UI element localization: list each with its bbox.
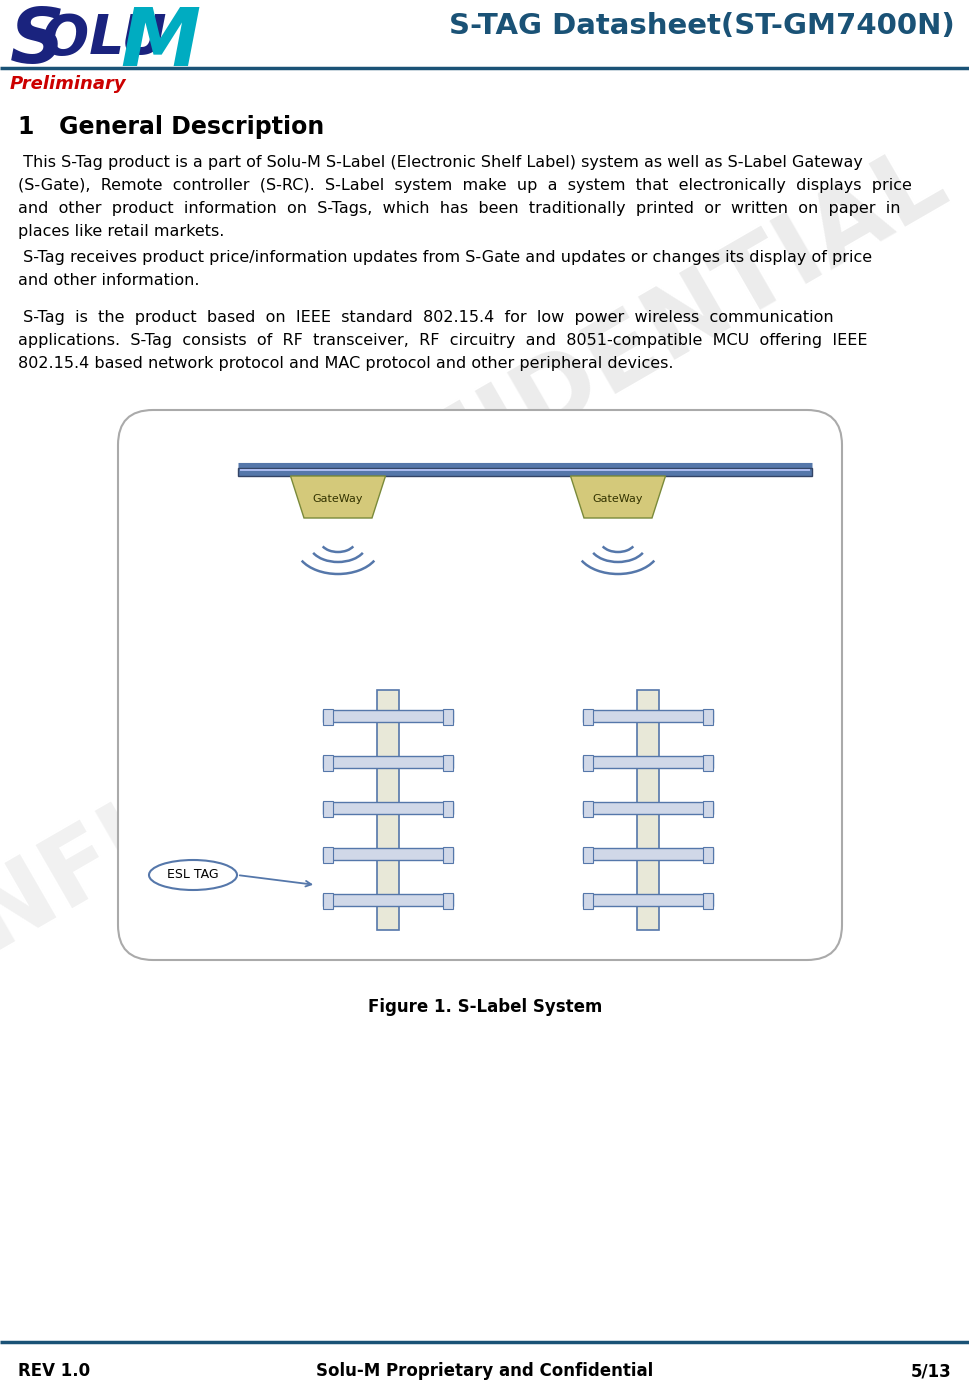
Polygon shape [290,475,385,518]
Text: GateWay: GateWay [312,493,362,505]
Text: and other information.: and other information. [18,273,200,288]
Bar [323,755,332,771]
Bar [703,710,712,725]
Bar [377,690,398,930]
Bar [582,894,712,906]
Ellipse shape [149,859,236,890]
Bar [582,847,592,863]
Bar [703,847,712,863]
Bar [582,710,712,722]
Text: OLU: OLU [42,12,167,67]
Bar [323,710,332,725]
Bar [443,755,453,771]
Bar [323,848,453,859]
Text: Solu-M Proprietary and Confidential: Solu-M Proprietary and Confidential [316,1362,653,1380]
Text: CONFIDENTIAL: CONFIDENTIAL [0,550,582,1049]
Bar [443,847,453,863]
Bar [239,468,809,471]
Polygon shape [570,475,665,518]
Text: (S-Gate),  Remote  controller  (S-RC).  S-Label  system  make  up  a  system  th: (S-Gate), Remote controller (S-RC). S-La… [18,177,911,193]
Bar [323,847,332,863]
Bar [582,893,592,909]
Text: Preliminary: Preliminary [10,75,127,93]
Text: S-TAG Datasheet(ST-GM7400N): S-TAG Datasheet(ST-GM7400N) [449,12,954,40]
Bar [323,893,332,909]
Text: S: S [10,6,65,79]
Bar [323,755,453,768]
Bar [582,755,592,771]
Bar [582,848,712,859]
Text: M: M [120,6,200,83]
Bar [323,894,453,906]
Bar [237,468,811,475]
Text: CONFIDENTIAL: CONFIDENTIAL [197,130,962,629]
Bar [443,710,453,725]
Bar [323,710,453,722]
Text: S-Tag  is  the  product  based  on  IEEE  standard  802.15.4  for  low  power  w: S-Tag is the product based on IEEE stand… [18,310,832,324]
Bar [582,802,712,814]
Bar [582,710,592,725]
Bar [582,801,592,816]
Text: Figure 1. S-Label System: Figure 1. S-Label System [367,998,602,1016]
Text: 5/13: 5/13 [910,1362,951,1380]
Bar [582,755,712,768]
Text: GateWay: GateWay [592,493,642,505]
Bar [443,893,453,909]
Text: 1   General Description: 1 General Description [18,115,324,139]
Text: applications.  S-Tag  consists  of  RF  transceiver,  RF  circuitry  and  8051-c: applications. S-Tag consists of RF trans… [18,333,866,348]
Bar [637,690,658,930]
Text: REV 1.0: REV 1.0 [18,1362,90,1380]
Bar [703,893,712,909]
Bar [443,801,453,816]
Text: 802.15.4 based network protocol and MAC protocol and other peripheral devices.: 802.15.4 based network protocol and MAC … [18,356,672,371]
Bar [323,801,332,816]
Text: S-Tag receives product price/information updates from S-Gate and updates or chan: S-Tag receives product price/information… [18,249,871,265]
Bar [703,755,712,771]
Bar [703,801,712,816]
Text: This S-Tag product is a part of Solu-M S-Label (Electronic Shelf Label) system a: This S-Tag product is a part of Solu-M S… [18,155,862,170]
Bar [323,802,453,814]
Text: places like retail markets.: places like retail markets. [18,225,224,238]
Text: ESL TAG: ESL TAG [167,869,219,881]
Text: and  other  product  information  on  S-Tags,  which  has  been  traditionally  : and other product information on S-Tags,… [18,201,899,216]
FancyBboxPatch shape [118,410,841,960]
